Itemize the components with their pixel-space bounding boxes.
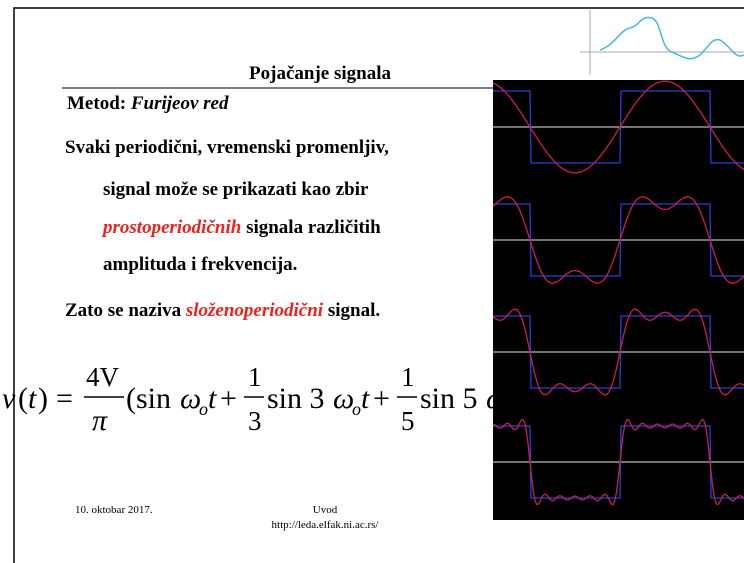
formula-part: t [361,382,370,415]
fourier-wave [492,418,744,506]
text-line: amplituda i frekvencija. [103,254,297,275]
text-line: Zato se naziva složenoperiodični signal. [65,300,380,321]
square-wave [493,315,744,389]
formula-part: 4V [86,362,120,392]
formula-part: v [2,382,16,415]
formula-part: ( [18,382,28,415]
formula-part: + [373,382,390,415]
method-label: Metod: Furijeov red [67,93,229,114]
text-line: Svaki periodični, vremenski promenljiv, [65,137,389,158]
formula-part: ω [180,382,201,415]
formula-part: t [208,382,217,415]
formula-part: t [28,382,37,415]
formula-part: 1 [401,362,415,392]
square-wave [493,90,744,164]
text-line: signal može se prikazati kao zbir [103,179,369,200]
top-graph [580,10,744,75]
title: Pojačanje signala [249,63,391,84]
formula-part: = [56,382,73,415]
slide-frame [13,7,744,563]
formula: v ( t ) = 4V π (sin ω o t + 1 3 sin 3 ω … [2,362,543,437]
formula-part: + [526,382,543,415]
formula-part: 3 [248,406,262,436]
red-text: složenoperiodični [185,300,324,321]
formula-part: ω [486,382,507,415]
formula-part: sin 3 [267,382,325,415]
fourier-image [493,80,744,520]
square-wave [493,203,744,277]
footer-section: Uvod [313,504,338,516]
formula-part: π [92,404,108,437]
formula-part: ) [38,382,48,415]
text: signal. [323,300,380,321]
fourier-wave [492,80,744,174]
formula-part: o [352,399,361,419]
formula-part: 5 [401,406,415,436]
fourier-wave [492,308,744,396]
method-label-text: Metod: [67,93,126,114]
formula-part: sin 5 [420,382,478,415]
waves [492,80,744,506]
footer-page: 50 [700,504,712,516]
text: signala različitih [241,217,381,238]
formula-part: 1 [248,362,262,392]
text: Zato se naziva [65,300,186,321]
method-value: Furijeov red [130,93,229,114]
formula-part: (sin [126,382,171,415]
text-line: prostoperiodičnih signala različitih [101,217,381,238]
formula-part: t [514,382,523,415]
formula-part: o [505,399,514,419]
red-text: prostoperiodičnih [101,217,241,238]
formula-part: ω [333,382,354,415]
fourier-wave [492,196,744,284]
footer-url: http://leda.elfak.ni.ac.rs/ [272,519,380,531]
footer-date: 10. oktobar 2017. [75,504,153,516]
formula-part: + [220,382,237,415]
formula-part: o [199,399,208,419]
